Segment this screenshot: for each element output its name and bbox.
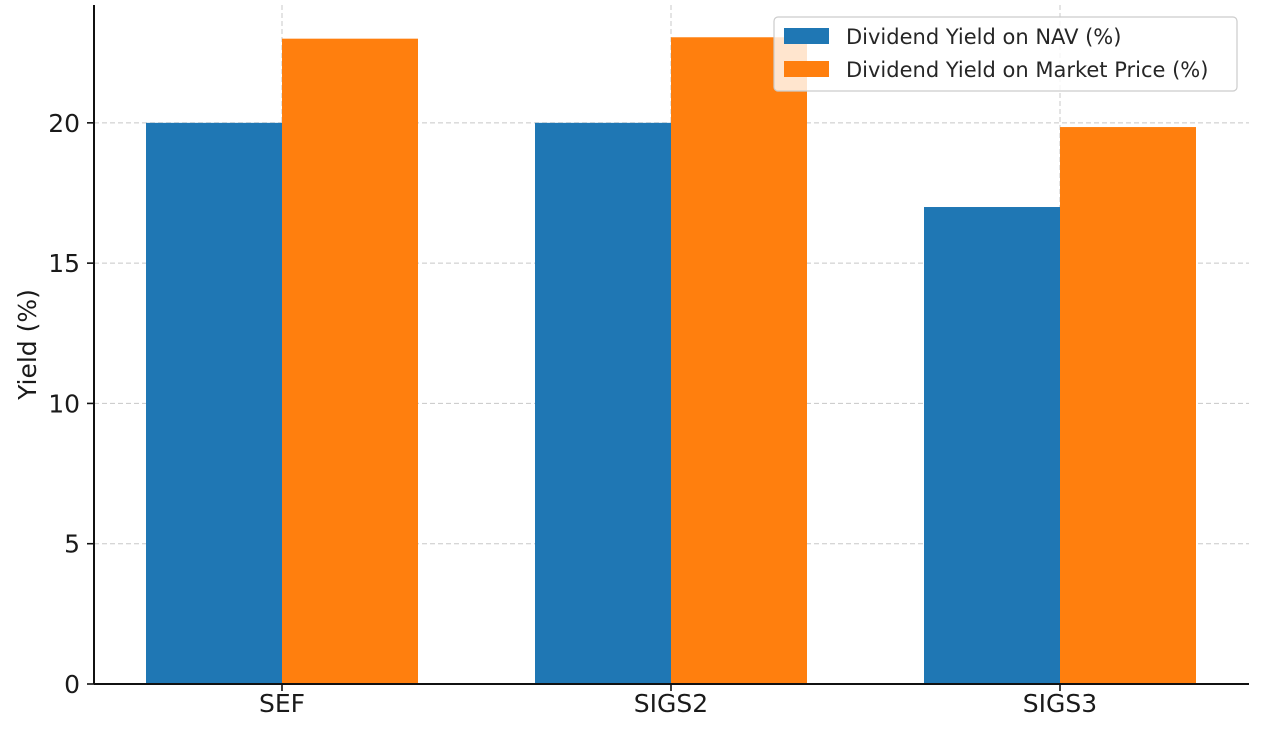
bar-sigs2-series-2 xyxy=(671,37,807,684)
legend-box xyxy=(773,16,1238,92)
legend-label: Dividend Yield on Market Price (%) xyxy=(846,58,1208,82)
x-tick-label: SEF xyxy=(259,689,305,718)
y-tick-labels: 0 5 10 15 20 xyxy=(48,109,80,699)
y-tick-label: 10 xyxy=(48,389,80,418)
y-tick-label: 20 xyxy=(48,109,80,138)
y-tick-label: 0 xyxy=(64,670,80,699)
legend-items: Dividend Yield on NAV (%) Dividend Yield … xyxy=(784,25,1208,82)
y-axis-title: Yield (%) xyxy=(13,289,42,401)
bar-sigs2-series-1 xyxy=(535,122,671,685)
bar-sef-series-2 xyxy=(282,38,418,684)
legend-swatch xyxy=(784,61,829,77)
bar-sigs3-series-2 xyxy=(1060,127,1196,685)
y-tick-label: 5 xyxy=(64,530,80,559)
axes xyxy=(87,5,1249,691)
legend: Dividend Yield on NAV (%) Dividend Yield … xyxy=(773,16,1238,92)
bar-sigs3-series-1 xyxy=(924,207,1060,684)
legend-label: Dividend Yield on NAV (%) xyxy=(846,25,1121,49)
legend-swatch xyxy=(784,28,829,44)
bars xyxy=(146,37,1196,685)
bar-sef-series-1 xyxy=(146,122,282,685)
x-tick-labels: SEF SIGS2 SIGS3 xyxy=(259,689,1097,718)
y-tick-label: 15 xyxy=(48,249,80,278)
x-tick-label: SIGS2 xyxy=(634,689,708,718)
x-tick-label: SIGS3 xyxy=(1023,689,1097,718)
